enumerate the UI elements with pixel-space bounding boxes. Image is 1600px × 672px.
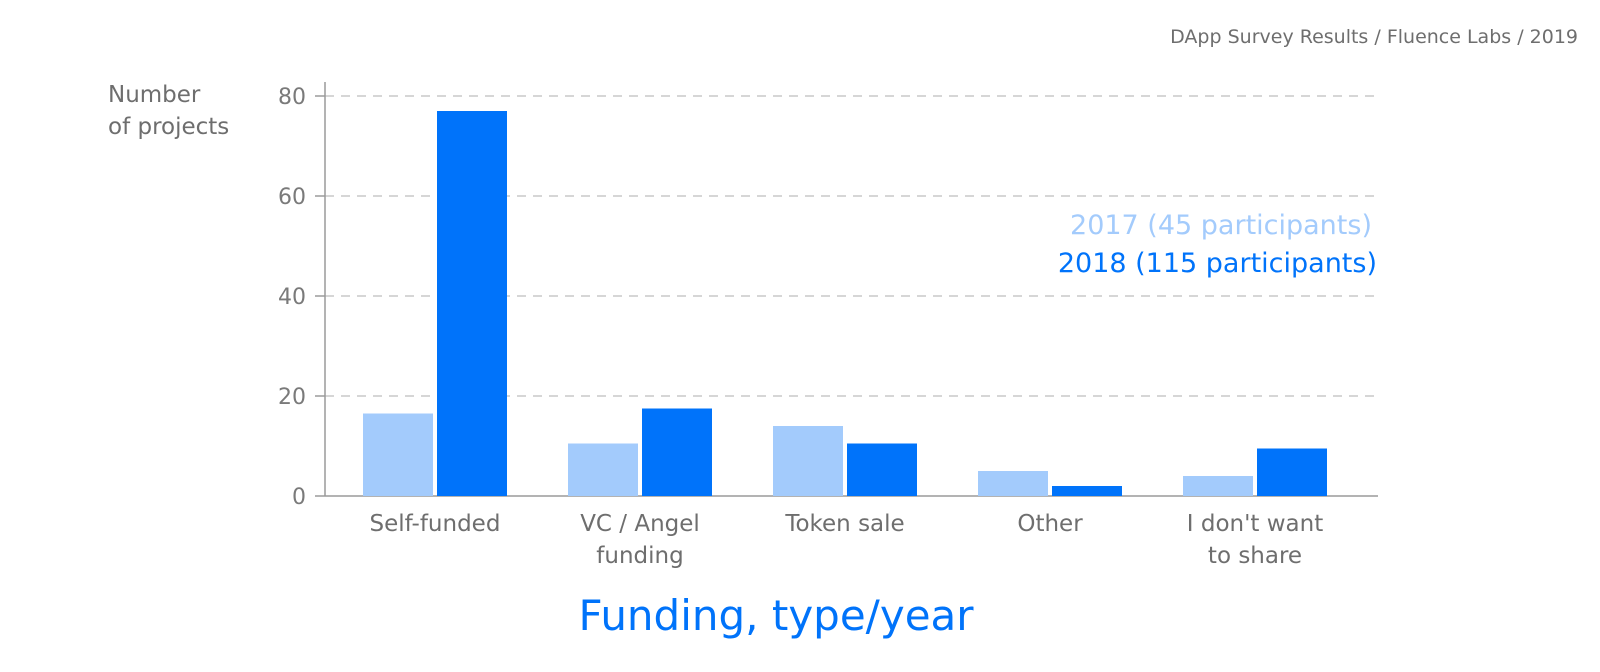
y-axis-label-line-1: Number xyxy=(108,82,201,108)
y-tick-label: 0 xyxy=(292,485,306,510)
bar-2017 xyxy=(363,413,433,496)
bar-2017 xyxy=(568,443,638,496)
x-category-label: I don't want xyxy=(1187,511,1324,537)
x-category-label: Token sale xyxy=(784,511,904,537)
bar-2018 xyxy=(1052,486,1122,496)
bar-2017 xyxy=(978,471,1048,496)
y-tick-label: 40 xyxy=(278,285,306,310)
chart-title: Funding, type/year xyxy=(578,591,974,640)
bar-2018 xyxy=(437,111,507,496)
y-tick-label: 60 xyxy=(278,185,306,210)
x-category-label: to share xyxy=(1208,543,1302,569)
y-tick-label: 80 xyxy=(278,85,306,110)
bar-2018 xyxy=(642,408,712,496)
bar-2018 xyxy=(847,443,917,496)
bar-2018 xyxy=(1257,448,1327,496)
bars xyxy=(363,111,1327,496)
legend-entry-2018: 2018 (115 participants) xyxy=(1058,248,1377,279)
x-axis-categories: Self-funded VC / Angel funding Token sale Ot… xyxy=(370,511,1324,569)
bar-2017 xyxy=(1183,476,1253,496)
x-category-label: Other xyxy=(1017,511,1083,537)
legend-entry-2017: 2017 (45 participants) xyxy=(1070,210,1372,241)
y-tick-label: 20 xyxy=(278,385,306,410)
source-note: DApp Survey Results / Fluence Labs / 201… xyxy=(1170,26,1578,48)
x-category-label: Self-funded xyxy=(370,511,501,537)
y-axis-label-line-2: of projects xyxy=(108,114,229,140)
x-category-label: funding xyxy=(596,543,683,569)
bar-2017 xyxy=(773,426,843,496)
x-category-label: VC / Angel xyxy=(580,511,700,537)
y-axis-ticks: 0 20 40 60 80 xyxy=(278,85,325,510)
